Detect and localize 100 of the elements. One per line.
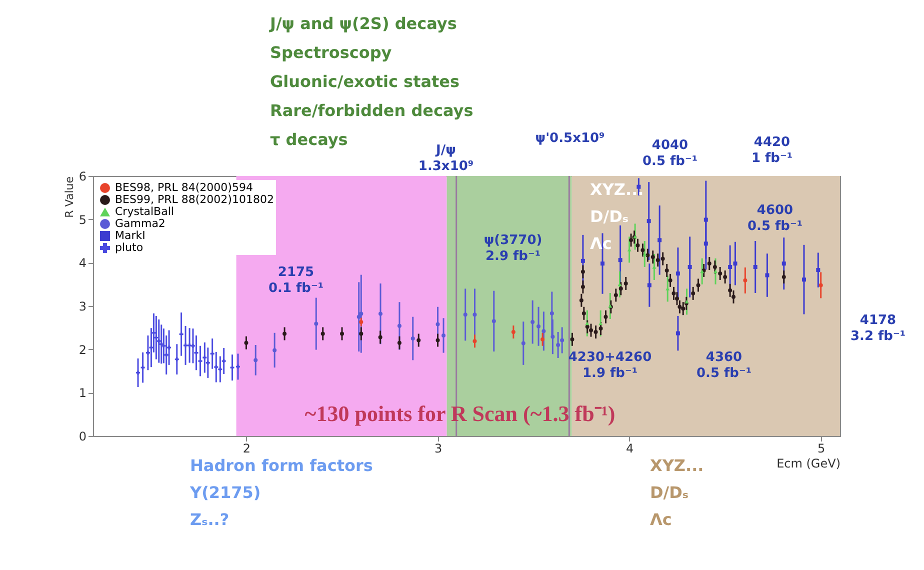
point [194, 350, 198, 355]
point [640, 248, 645, 252]
point [594, 330, 598, 334]
point [492, 319, 496, 324]
point [598, 322, 603, 326]
point [589, 328, 593, 332]
point [733, 262, 738, 266]
point [230, 366, 234, 370]
y-tick-label: 0 [78, 430, 86, 444]
point [146, 350, 150, 355]
point [536, 324, 541, 328]
annotation: 2175 0.1 fb⁻¹ [268, 265, 324, 296]
x-tick-label: 3 [434, 442, 442, 456]
text: 4420 1 fb⁻¹ [751, 135, 793, 166]
point [436, 338, 440, 342]
point [678, 304, 682, 309]
point [704, 242, 708, 246]
point [436, 322, 440, 326]
point [723, 274, 728, 279]
y-axis-title: R Value [62, 176, 76, 218]
point [218, 367, 222, 372]
point [712, 265, 717, 269]
point [614, 293, 618, 298]
point [378, 335, 382, 340]
point [521, 341, 526, 346]
point [816, 268, 820, 272]
point [585, 322, 590, 326]
point [152, 330, 156, 335]
point [600, 262, 604, 266]
point [397, 340, 402, 345]
point [598, 326, 603, 331]
point [714, 270, 718, 274]
legend-label: Gamma2 [115, 217, 166, 230]
point [728, 265, 732, 269]
point [442, 333, 446, 338]
point [585, 324, 590, 329]
annotation: ψ(3770) 2.9 fb⁻¹ [484, 233, 542, 264]
point [202, 356, 207, 360]
point [818, 283, 823, 288]
point [579, 298, 584, 302]
x-tick-label: 2 [242, 442, 251, 456]
x-axis-title: Ecm (GeV) [776, 456, 840, 470]
point [359, 332, 364, 336]
point [530, 320, 535, 324]
legend-label: pluto [115, 241, 144, 254]
annotation: 4230+4260 1.9 fb⁻¹ [568, 350, 652, 381]
point [214, 365, 218, 370]
point [650, 255, 655, 260]
point [156, 339, 161, 344]
text: 4040 0.5 fb⁻¹ [642, 138, 698, 169]
point [356, 314, 361, 319]
point [580, 270, 585, 274]
point [556, 343, 560, 347]
y-tick-label: 6 [78, 170, 86, 184]
point [174, 357, 179, 362]
legend-label: CrystalBall [115, 205, 174, 218]
y-tick-label: 5 [78, 212, 86, 227]
point [188, 343, 192, 348]
point [550, 311, 554, 316]
point [236, 364, 240, 369]
point [550, 334, 555, 339]
point [359, 320, 364, 324]
point [728, 288, 732, 292]
point [624, 281, 628, 286]
point [681, 306, 686, 311]
text: Hadron form factors Y(2175) Zₛ..? [189, 456, 373, 529]
point [668, 278, 672, 282]
point [244, 340, 248, 345]
point [340, 332, 344, 336]
point [179, 332, 184, 336]
point [359, 312, 364, 316]
point [688, 265, 692, 269]
point [164, 352, 168, 357]
point [190, 344, 195, 348]
point [691, 291, 696, 296]
point [629, 238, 634, 242]
point [743, 278, 748, 282]
point [753, 265, 758, 269]
point [646, 253, 650, 258]
point [618, 286, 623, 291]
point [254, 358, 258, 362]
point [149, 346, 154, 350]
point [618, 258, 622, 262]
point [580, 284, 585, 289]
point [410, 336, 415, 340]
point [136, 370, 140, 375]
point [140, 366, 145, 370]
point [154, 336, 158, 340]
point [660, 256, 665, 261]
point [314, 322, 318, 326]
x-tick-label: 5 [818, 442, 826, 456]
point [646, 219, 651, 224]
point [802, 278, 806, 282]
point [472, 339, 477, 344]
point [222, 359, 226, 364]
point [378, 312, 382, 316]
point [320, 332, 325, 336]
point [198, 359, 202, 364]
annotation: 4360 0.5 fb⁻¹ [696, 350, 752, 381]
legend-label: MarkI [115, 229, 146, 242]
